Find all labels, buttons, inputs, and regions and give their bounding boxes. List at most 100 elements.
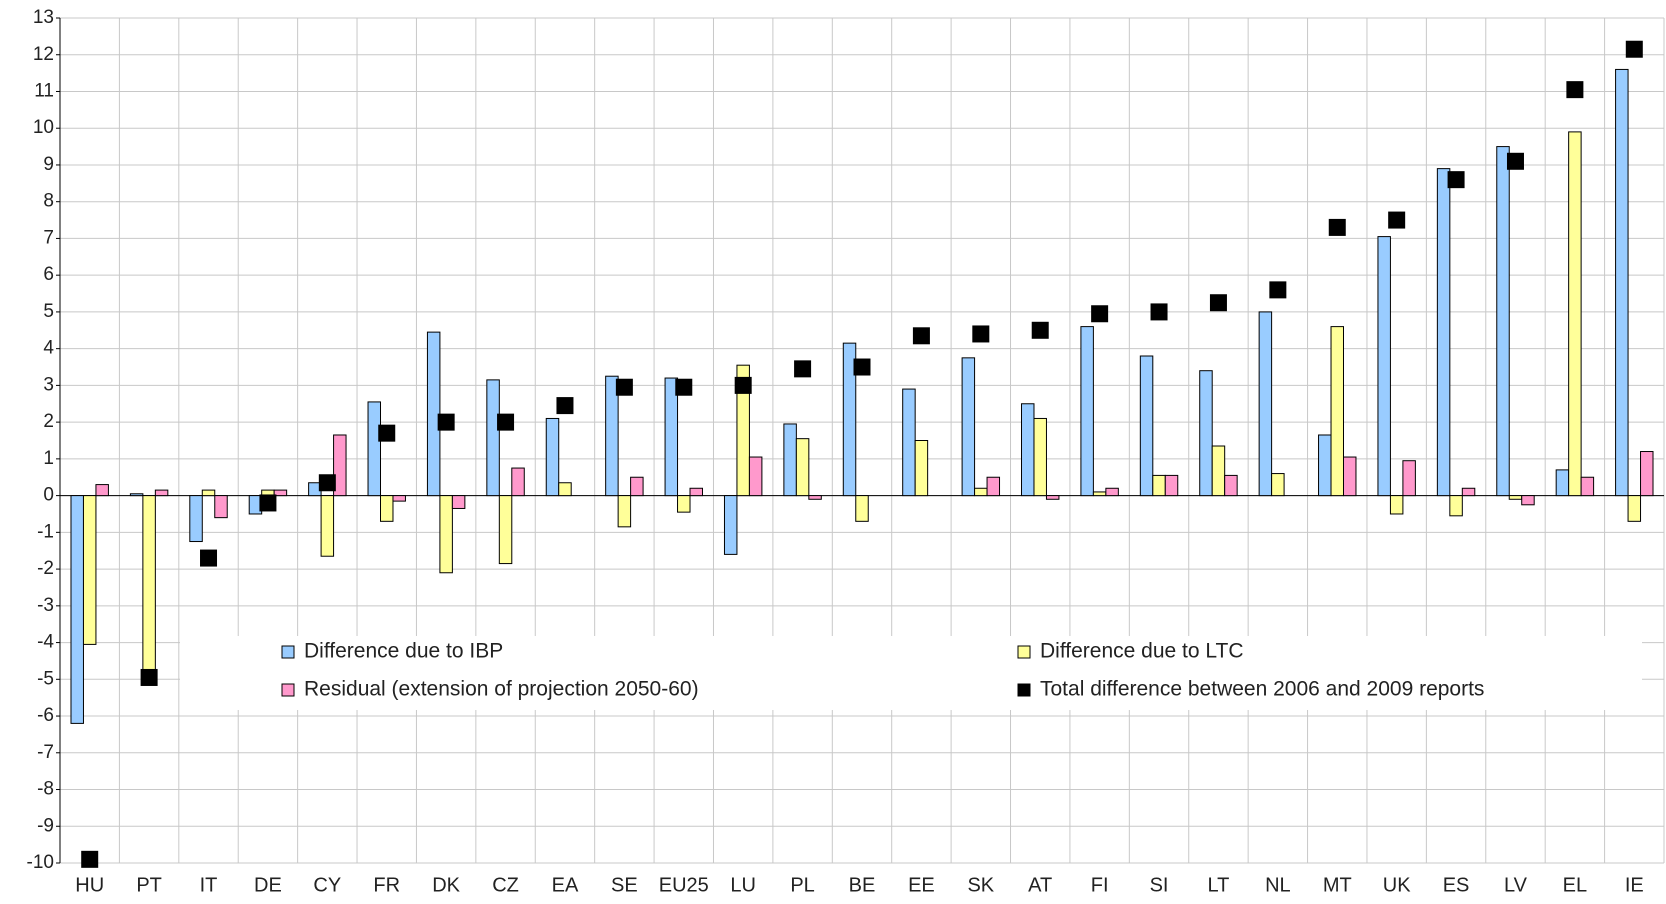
y-tick-label: 6 [43,264,54,285]
bar [1271,473,1285,497]
y-tick-label: 10 [33,117,54,138]
y-tick-label: 2 [43,411,54,432]
bar [1461,487,1476,497]
x-tick-label: SE [611,874,638,896]
total-marker [1269,281,1287,299]
y-tick-label: -1 [37,521,54,542]
bar [1080,326,1094,497]
x-tick-label: NL [1265,874,1291,896]
bar [129,493,144,497]
bar [1139,355,1154,497]
legend-box [180,636,1642,710]
x-tick-label: IT [200,874,218,896]
y-tick-label: 0 [43,485,54,506]
y-tick-label: 5 [43,301,54,322]
bar [1092,491,1107,497]
bar [70,495,84,724]
x-tick-label: EU25 [659,874,709,896]
x-tick-label: IE [1625,874,1644,896]
bar [986,476,1001,497]
bar [1555,469,1570,497]
bar [392,495,406,502]
bar [689,487,703,497]
bar [748,456,763,497]
bar [1164,474,1179,497]
bar [783,423,797,497]
bar [380,495,394,522]
total-marker [497,413,515,431]
legend-label: Residual (extension of projection 2050-6… [304,678,699,701]
x-tick-label: MT [1323,874,1352,896]
bar [439,495,453,574]
bar [82,495,97,645]
bar [95,484,109,497]
bar [855,495,869,522]
bar [1508,495,1523,500]
total-marker [675,378,693,396]
bar [498,495,513,565]
y-tick-label: 13 [33,7,54,28]
legend-label: Difference due to IBP [304,640,503,663]
bar [1449,495,1463,517]
total-marker [1150,303,1168,321]
bar [605,375,619,497]
bar [1389,495,1404,515]
bar [630,476,644,497]
bar [1580,476,1595,497]
y-tick-label: -6 [37,705,54,726]
y-tick-label: 7 [43,227,54,248]
total-marker [972,325,990,343]
total-marker [1566,81,1584,99]
y-tick-label: -4 [37,632,54,653]
bar [1021,403,1035,497]
x-tick-label: EL [1563,874,1587,896]
x-tick-label: FI [1091,874,1109,896]
x-tick-label: DK [432,874,460,896]
bar [320,495,335,557]
total-marker [1091,305,1109,323]
bar [1521,495,1535,506]
bar [1402,460,1416,497]
bar [1045,495,1060,500]
bar [1640,451,1654,497]
bar [189,495,203,543]
total-marker [259,494,277,512]
total-marker [1031,321,1049,339]
total-marker [615,378,633,396]
y-tick-label: 9 [43,154,54,175]
total-marker [853,358,871,376]
x-tick-label: CY [313,874,341,896]
y-tick-label: -2 [37,558,54,579]
bar [142,495,156,673]
total-marker [794,360,812,378]
legend-swatch [281,683,295,697]
legend-swatch [1017,645,1031,659]
total-marker [140,668,158,686]
bar [367,401,382,497]
bar [1342,456,1357,497]
bar [1318,434,1332,497]
bar [1496,146,1510,497]
bar [914,440,929,497]
bar [1436,168,1451,497]
total-marker [1209,294,1227,312]
bar [154,489,169,497]
x-tick-label: HU [75,874,104,896]
x-tick-label: EA [552,874,579,896]
y-tick-label: -9 [37,815,54,836]
y-tick-label: -10 [27,852,54,873]
total-marker [378,424,396,442]
bar [974,487,988,497]
legend-swatch [1017,683,1031,697]
bar [808,495,822,500]
x-tick-label: LV [1504,874,1528,896]
y-tick-label: 8 [43,191,54,212]
x-tick-label: LU [730,874,756,896]
y-tick-label: -8 [37,779,54,800]
bar [902,388,916,497]
y-tick-label: 4 [43,338,54,359]
bar [723,495,738,555]
bar [961,357,976,497]
total-marker [1328,218,1346,236]
bar [1377,236,1391,497]
